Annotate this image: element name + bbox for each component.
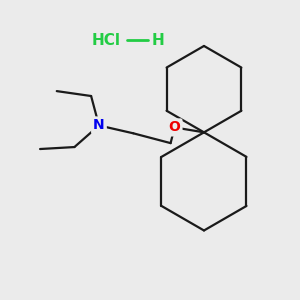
Text: H: H (152, 33, 164, 48)
Text: HCl: HCl (91, 33, 120, 48)
Text: O: O (169, 120, 181, 134)
Text: N: N (93, 118, 105, 133)
